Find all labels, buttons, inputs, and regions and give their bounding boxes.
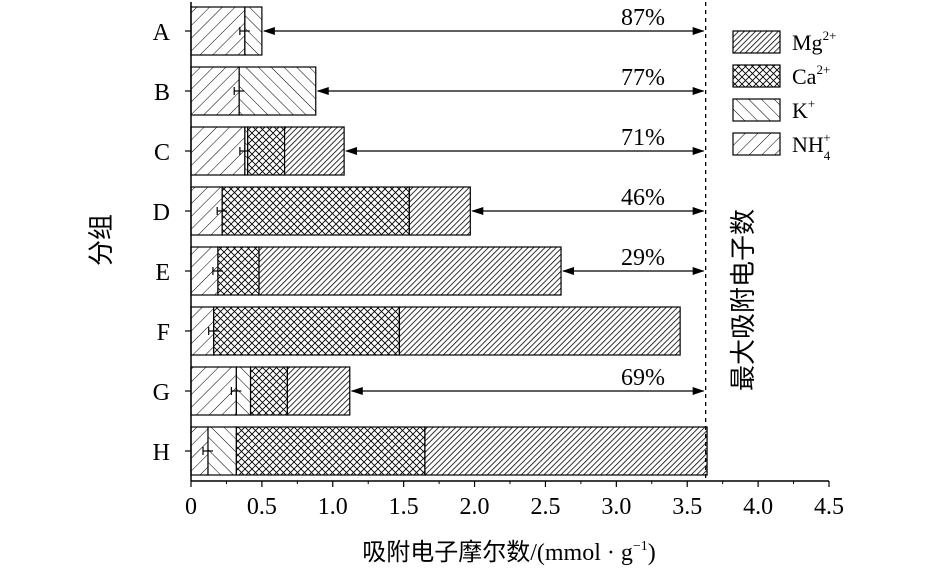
bar-G-mg [286,366,351,416]
y-tick-label-E: E [155,260,170,286]
legend-swatch-nh4 [732,132,781,156]
legend-label-ca: Ca2+ [792,62,830,89]
bar-A-nh4 [190,6,246,56]
bar-C-mg [283,126,345,176]
gap-label-B: 77% [621,65,665,91]
x-tick-label-0: 0 [185,494,197,520]
gap-label-C: 71% [621,125,665,151]
x-tick-label-2: 1.0 [318,494,348,520]
y-tick-label-C: C [154,140,170,166]
x-axis-label-main: 吸附电子摩尔数/(mmol · g [362,539,633,566]
gap-label-A: 87% [621,5,665,31]
bar-D-ca [221,186,410,236]
x-tick-label-4: 2.0 [460,494,490,520]
x-axis-label: 吸附电子摩尔数/(mmol · g−1) [362,539,656,566]
y-tick-label-A: A [153,20,171,46]
legend-swatch-k [732,98,781,122]
x-tick-label-9: 4.5 [814,494,844,520]
legend: Mg2+ Ca2+ K+ NH4+ [732,28,836,163]
bar-C-ca [247,126,286,176]
bar-B-nh4 [190,66,240,116]
x-tick-label-8: 4.0 [743,494,773,520]
legend-swatch-mg [732,30,781,54]
x-tick-label-1: 0.5 [247,494,277,520]
bar-G-nh4 [190,366,237,416]
bar-E-mg [258,246,562,296]
bar-F-mg [398,306,681,356]
x-tick-label-5: 2.5 [530,494,560,520]
legend-swatch-ca [732,64,781,88]
y-tick-label-H: H [153,440,170,466]
y-tick-label-G: G [153,380,170,406]
bar-E-ca [217,246,260,296]
bar-F-ca [213,306,401,356]
y-axis-label: 分组 [87,214,116,266]
bar-G-ca [249,366,289,416]
x-axis-label-end: ) [648,540,656,566]
x-axis-label-sup: −1 [633,539,648,554]
y-tick-label-F: F [157,320,170,346]
gap-label-E: 29% [621,245,665,271]
x-tick-label-7: 3.5 [672,494,702,520]
bar-B-k [238,66,317,116]
bar-H-ca [235,426,426,476]
bar-C-nh4 [190,126,246,176]
x-tick-label-3: 1.5 [389,494,419,520]
max-line-label: 最大吸附电子数 [729,209,758,391]
y-tick-label-B: B [154,80,170,106]
bar-D-mg [408,186,471,236]
y-tick-label-D: D [153,200,170,226]
x-tick-label-6: 3.0 [601,494,631,520]
bar-H-mg [424,426,708,476]
legend-label-mg: Mg2+ [792,28,836,55]
legend-label-k: K+ [792,96,815,123]
gap-label-G: 69% [621,365,665,391]
gap-label-D: 46% [621,185,665,211]
legend-label-nh4: NH4+ [792,130,831,163]
